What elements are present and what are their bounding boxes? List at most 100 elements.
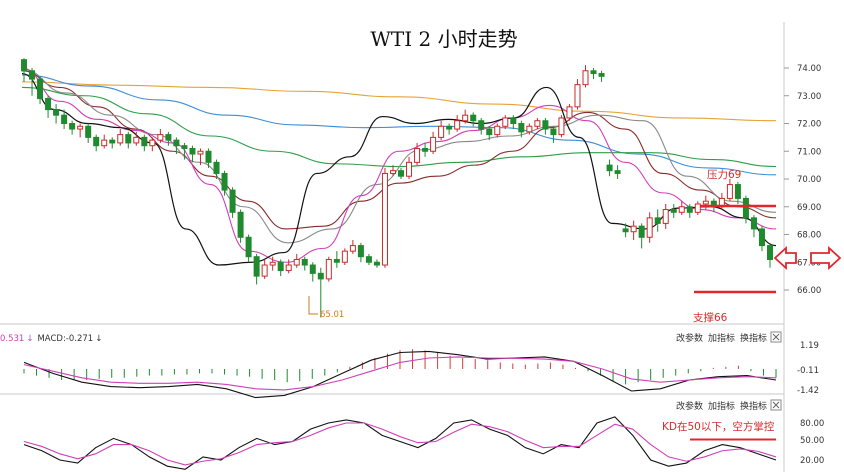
candle-body [662, 209, 669, 224]
candle [750, 215, 757, 238]
candle [133, 131, 140, 146]
kd-switch-indicator-button[interactable]: 换指标 [740, 400, 767, 412]
candle [486, 126, 493, 141]
candle-body [277, 261, 284, 272]
candle-body [454, 120, 461, 130]
candle-body [606, 164, 613, 172]
candle [29, 68, 36, 96]
candle-body [165, 134, 172, 141]
macd-tick-mid: -0.11 [797, 366, 819, 376]
candle [21, 58, 27, 82]
candle-body [670, 209, 677, 213]
candle [365, 253, 372, 266]
candle-body [438, 125, 445, 138]
candle-body [381, 172, 388, 266]
candle-body [237, 211, 244, 238]
candle-body [726, 184, 733, 199]
candle-body [494, 125, 501, 136]
candle-body [389, 170, 396, 174]
candle-body [526, 125, 533, 133]
candle-body [542, 120, 549, 130]
candle [662, 203, 669, 229]
candle-body [742, 197, 749, 219]
candle [670, 203, 677, 218]
kd-tick-80: 80.00 [800, 419, 824, 429]
candle [742, 195, 749, 224]
candle-body [638, 225, 645, 238]
macd-left-value: 0.531 [0, 334, 24, 344]
candle [446, 123, 453, 135]
candle [758, 226, 765, 252]
candle [229, 187, 236, 218]
macd-switch-indicator-button[interactable]: 换指标 [740, 332, 767, 344]
candle-body [478, 120, 485, 130]
candle-body [157, 134, 164, 141]
candle-body [373, 261, 380, 266]
candle-body [45, 98, 52, 111]
candle-body [630, 225, 637, 233]
candle-body [694, 203, 701, 213]
kd-edit-params-button[interactable]: 改参数 [676, 400, 703, 412]
candle-body [341, 250, 348, 263]
candle-body [93, 136, 100, 147]
candle [534, 117, 541, 130]
candle [654, 209, 661, 232]
candle [646, 212, 653, 243]
candle [414, 142, 421, 166]
candle-body [406, 161, 413, 177]
candle [109, 137, 116, 149]
candle-body [205, 150, 212, 163]
candle [285, 259, 292, 274]
macd-add-indicator-button[interactable]: 加指标 [708, 332, 735, 344]
candle-body [758, 228, 765, 247]
candle-body [269, 261, 276, 266]
candle-body [349, 245, 356, 252]
candle-body [149, 139, 156, 147]
candle-body [558, 117, 565, 136]
candle-body [357, 245, 364, 258]
candle [197, 148, 204, 166]
candle-body [590, 70, 597, 75]
candle [470, 112, 477, 127]
candle [510, 115, 517, 130]
candle [77, 123, 84, 138]
candle-body [53, 109, 60, 116]
candle [61, 109, 68, 130]
candle [325, 256, 332, 282]
candle-body [398, 170, 405, 177]
candle-body [518, 123, 525, 133]
candle [253, 253, 260, 285]
candle [638, 223, 645, 249]
price-tick-label: 73.00 [797, 92, 821, 102]
candle-body [734, 184, 741, 199]
candle [462, 109, 469, 124]
macd-edit-params-button[interactable]: 改参数 [676, 332, 703, 344]
candle-body [470, 114, 477, 122]
candle [117, 129, 124, 146]
chart-title: WTI 2 小时走势 [370, 27, 517, 51]
candle [542, 117, 549, 135]
macd-close-icon[interactable] [770, 331, 782, 343]
candle [221, 170, 228, 196]
candle-body [622, 228, 629, 233]
macd-dif-line [23, 350, 777, 399]
candle-body [325, 258, 332, 280]
candle-body [293, 258, 300, 266]
candle [149, 137, 156, 152]
candlesticks [21, 58, 773, 318]
macd-tick-high: 1.19 [800, 341, 819, 351]
candle [349, 240, 356, 254]
candle-body [141, 136, 148, 147]
kd-annotation: KD在50以下，空方掌控 [662, 420, 775, 433]
candle-body [261, 264, 268, 277]
candle [614, 165, 621, 179]
right-arrow-icon [773, 245, 842, 271]
kd-add-indicator-button[interactable]: 加指标 [708, 400, 735, 412]
moving-average-line [21, 81, 777, 122]
candle [694, 201, 701, 216]
candle-body [430, 136, 437, 152]
low-marker: 65.01 [308, 296, 344, 320]
kd-close-icon[interactable] [770, 399, 782, 411]
candle-body [750, 217, 757, 230]
